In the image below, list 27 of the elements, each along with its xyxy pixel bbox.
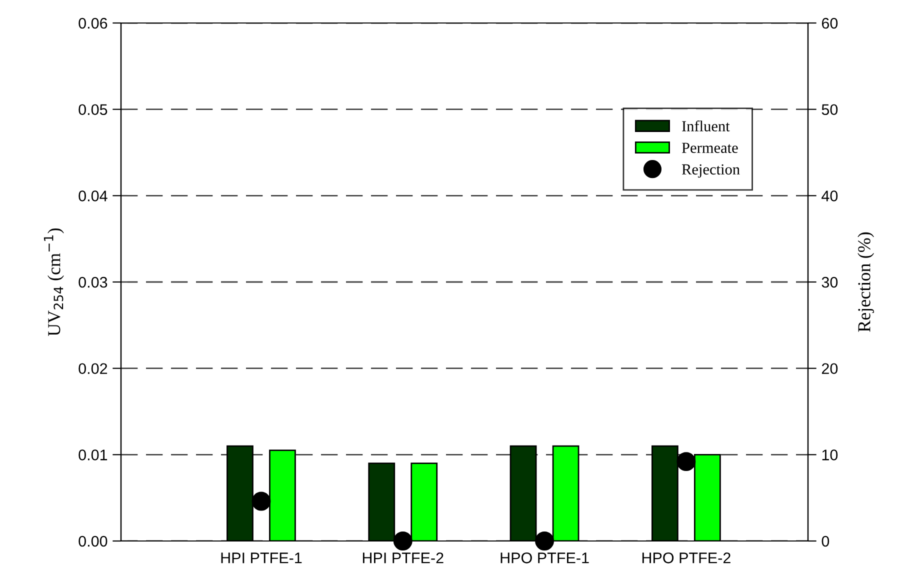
y-tick-label: 0.03: [78, 276, 108, 288]
y-tick-label: 0.05: [78, 104, 108, 116]
point: [393, 532, 412, 550]
y2-tick-label: 10: [822, 450, 838, 460]
y2-tick-label: 30: [822, 276, 838, 288]
x-tick-label: HPI PTFE-2: [362, 552, 444, 564]
x-tick-label: HPO PTFE-1: [500, 552, 589, 564]
y2-tick-label: 20: [822, 363, 838, 374]
y2-tick-label: 40: [822, 190, 838, 202]
y-tick-label: 0.02: [78, 363, 108, 374]
point: [535, 532, 554, 550]
y-tick-label: 0.06: [78, 18, 108, 29]
x-tick-label: HPO PTFE-2: [642, 552, 730, 564]
legend-label: Rejection: [682, 164, 740, 178]
y2-tick-label: 60: [822, 18, 838, 29]
y-tick-label: 0.00: [78, 536, 108, 547]
y2-axis-title: Rejection (%): [858, 232, 874, 332]
legend-label: Influent: [682, 120, 730, 132]
legend-label: Permeate: [682, 142, 738, 153]
point: [252, 492, 271, 511]
y2-tick-label: 0: [822, 536, 830, 547]
y-tick-label: 0.04: [78, 190, 108, 202]
point: [676, 452, 696, 472]
x-tick-label: HPI PTFE-1: [221, 552, 302, 564]
y-tick-label: 0.01: [78, 450, 108, 460]
y2-tick-label: 50: [822, 104, 838, 116]
y-axis-title: UV$_{254}$ (cm$^{−1}$): [44, 228, 64, 336]
